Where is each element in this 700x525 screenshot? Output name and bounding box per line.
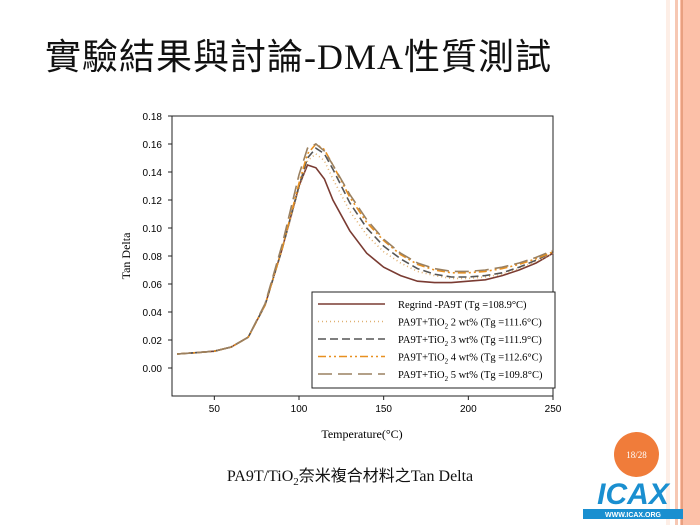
y-tick-label: 0.04 — [143, 308, 163, 319]
page-number-badge: 18/28 — [614, 432, 659, 477]
x-tick-label: 250 — [545, 404, 562, 415]
figure-caption: PA9T/TiO2奈米複合材料之Tan Delta — [0, 462, 700, 488]
y-tick-label: 0.08 — [143, 252, 163, 263]
caption-text: PA9T/TiO — [226, 468, 294, 485]
series-line-5 — [177, 143, 554, 355]
legend-label: PA9T+TiO2 4 wt% (Tg =112.6°C) — [398, 353, 543, 366]
y-tick-label: 0.06 — [143, 280, 163, 291]
y-tick-label: 0.12 — [143, 196, 163, 207]
logo-url: WWW.ICAX.ORG — [605, 512, 662, 519]
legend-label: PA9T+TiO2 3 wt% (Tg =111.9°C) — [398, 335, 542, 348]
series-line-2 — [177, 152, 554, 355]
legend: Regrind -PA9T (Tg =108.9°C) PA9T+TiO2 2 w… — [311, 291, 556, 389]
series-line-4 — [177, 142, 554, 355]
y-tick-label: 0.14 — [143, 168, 163, 179]
y-tick-label: 0.00 — [143, 364, 163, 375]
y-axis-label: Tan Delta — [119, 232, 133, 279]
decorative-stripes — [666, 0, 700, 525]
x-axis-label: Temperature(°C) — [321, 427, 402, 441]
y-tick-label: 0.02 — [143, 336, 163, 347]
y-tick-label: 0.18 — [143, 112, 163, 123]
x-tick-label: 200 — [460, 404, 477, 415]
logo-text: ICAX — [597, 478, 671, 511]
icax-logo: ICAX WWW.ICAX.ORG — [583, 478, 683, 519]
legend-label: Regrind -PA9T (Tg =108.9°C) — [398, 300, 527, 311]
slide-title: 實驗結果與討論-DMA性質測試 — [45, 37, 552, 77]
x-tick-label: 100 — [291, 404, 308, 415]
caption-subscript: 2 — [293, 476, 299, 489]
x-tick-label: 50 — [209, 404, 221, 415]
y-tick-label: 0.10 — [143, 224, 163, 235]
legend-label: PA9T+TiO2 2 wt% (Tg =111.6°C) — [398, 318, 542, 331]
caption-text-2: 奈米複合材料之Tan Delta — [298, 468, 474, 485]
legend-label: PA9T+TiO2 5 wt% (Tg =109.8°C) — [398, 370, 543, 383]
y-tick-label: 0.16 — [143, 140, 163, 151]
x-tick-label: 150 — [375, 404, 392, 415]
